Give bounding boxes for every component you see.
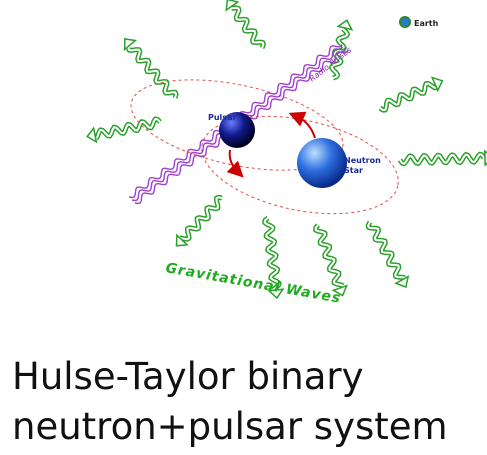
gravitational-wave-arrows: [86, 0, 487, 300]
diagram: Earth Pulsar Neutron Star Radio Pulses G…: [86, 0, 487, 307]
pulsar: [219, 112, 255, 148]
neutron-star: [297, 138, 347, 188]
neutron-orbit: [201, 115, 399, 215]
wave-arrow: [313, 223, 345, 289]
pulsar-label: Pulsar: [208, 113, 236, 122]
wave-arrow-inner: [379, 82, 437, 112]
neutron-label: Star: [344, 166, 363, 175]
wave-arrowhead: [484, 149, 487, 167]
wave-arrow-inner: [95, 118, 161, 140]
wave-arrowhead: [123, 38, 138, 52]
wave-arrowhead: [394, 275, 410, 289]
wave-arrow-inner: [179, 196, 223, 241]
wave-arrowhead: [225, 0, 240, 12]
wave-arrowhead: [175, 233, 189, 247]
wave-arrow: [378, 81, 437, 113]
orbit-arrow: [288, 111, 316, 139]
wave-arrowhead: [331, 284, 348, 297]
wave-arrow-inner: [231, 6, 265, 49]
earth-icon: [399, 16, 411, 28]
wave-arrowhead: [86, 126, 98, 144]
wave-arrowhead: [336, 19, 354, 31]
neutron-label: Neutron: [344, 156, 381, 165]
wave-arrow: [126, 47, 179, 99]
wave-arrow: [365, 220, 406, 281]
wave-arrow-inner: [367, 221, 406, 279]
orbit-arrow: [226, 149, 244, 178]
wave-arrowhead: [430, 76, 444, 93]
waves-label: Gravitational Waves: [164, 260, 342, 307]
wave-arrow-inner: [314, 224, 344, 287]
caption-line: Hulse-Taylor binary: [12, 355, 364, 398]
wave-arrow-inner: [263, 217, 281, 291]
radio-label: Radio Pulses: [308, 45, 353, 83]
earth-label: Earth: [414, 19, 439, 28]
wave-arrow-inner: [330, 28, 349, 79]
wave-arrow: [93, 116, 162, 141]
wave-arrowhead: [267, 288, 285, 300]
caption-line: neutron+pulsar system: [12, 405, 448, 448]
wave-arrow-inner: [127, 47, 178, 99]
wave-arrow-inner: [399, 153, 485, 165]
